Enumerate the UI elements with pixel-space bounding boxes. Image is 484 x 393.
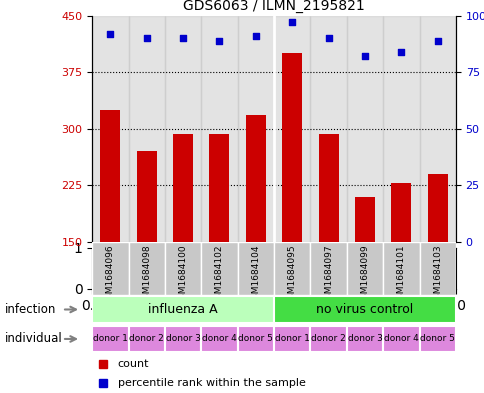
Text: influenza A: influenza A (148, 303, 217, 316)
Text: GSM1684099: GSM1684099 (360, 244, 369, 305)
Text: GSM1684103: GSM1684103 (432, 244, 441, 305)
Bar (382, 326, 419, 352)
Text: donor 1: donor 1 (93, 334, 127, 343)
Text: donor 5: donor 5 (420, 334, 454, 343)
Bar (273, 16, 310, 242)
Text: donor 2: donor 2 (311, 334, 345, 343)
Point (360, 53, 368, 59)
Bar (209, 134, 229, 242)
Point (106, 31, 114, 37)
Bar (201, 242, 237, 295)
Point (142, 35, 150, 41)
Bar (382, 16, 419, 242)
Text: infection: infection (5, 303, 56, 316)
Text: count: count (117, 358, 149, 369)
Point (251, 33, 259, 39)
Bar (165, 16, 201, 242)
Bar (237, 16, 273, 242)
Bar (128, 326, 165, 352)
Bar (354, 196, 374, 242)
Bar (419, 16, 455, 242)
Text: GSM1684098: GSM1684098 (142, 244, 151, 305)
Bar (165, 242, 201, 295)
Bar (419, 326, 455, 352)
Text: donor 4: donor 4 (202, 334, 236, 343)
Bar (382, 242, 419, 295)
Bar (173, 134, 193, 242)
Text: percentile rank within the sample: percentile rank within the sample (117, 378, 305, 388)
Bar (310, 16, 346, 242)
Point (324, 35, 332, 41)
Bar (310, 326, 346, 352)
Bar (346, 326, 382, 352)
Bar (92, 242, 128, 295)
Bar (391, 183, 410, 242)
Bar (100, 110, 120, 242)
Text: donor 2: donor 2 (129, 334, 164, 343)
Text: donor 4: donor 4 (383, 334, 418, 343)
Point (287, 19, 295, 26)
Bar (346, 16, 382, 242)
Bar (128, 16, 165, 242)
Text: GSM1684102: GSM1684102 (214, 244, 224, 305)
Bar (165, 326, 201, 352)
Bar (282, 53, 302, 242)
Point (396, 49, 404, 55)
Text: individual: individual (5, 332, 62, 345)
Text: GSM1684097: GSM1684097 (323, 244, 333, 305)
Text: donor 3: donor 3 (166, 334, 200, 343)
Bar (201, 326, 237, 352)
Bar (92, 296, 273, 323)
Bar (237, 242, 273, 295)
Point (433, 37, 440, 44)
Bar (318, 134, 338, 242)
Text: no virus control: no virus control (316, 303, 413, 316)
Bar (201, 16, 237, 242)
Bar (419, 242, 455, 295)
Text: donor 3: donor 3 (347, 334, 381, 343)
Bar (245, 115, 265, 242)
Bar (346, 242, 382, 295)
Text: GSM1684095: GSM1684095 (287, 244, 296, 305)
Bar (128, 242, 165, 295)
Bar (427, 174, 447, 242)
Bar (273, 242, 310, 295)
Title: GDS6063 / ILMN_2195821: GDS6063 / ILMN_2195821 (183, 0, 364, 13)
Text: GSM1684104: GSM1684104 (251, 244, 260, 305)
Bar (92, 16, 128, 242)
Bar (136, 151, 156, 242)
Bar (237, 326, 273, 352)
Text: donor 5: donor 5 (238, 334, 272, 343)
Text: GSM1684101: GSM1684101 (396, 244, 405, 305)
Bar (310, 242, 346, 295)
Bar (273, 326, 310, 352)
Bar (92, 326, 128, 352)
Text: GSM1684100: GSM1684100 (178, 244, 187, 305)
Point (179, 35, 186, 41)
Text: GSM1684096: GSM1684096 (106, 244, 115, 305)
Point (215, 37, 223, 44)
Bar (273, 296, 455, 323)
Text: donor 1: donor 1 (274, 334, 309, 343)
